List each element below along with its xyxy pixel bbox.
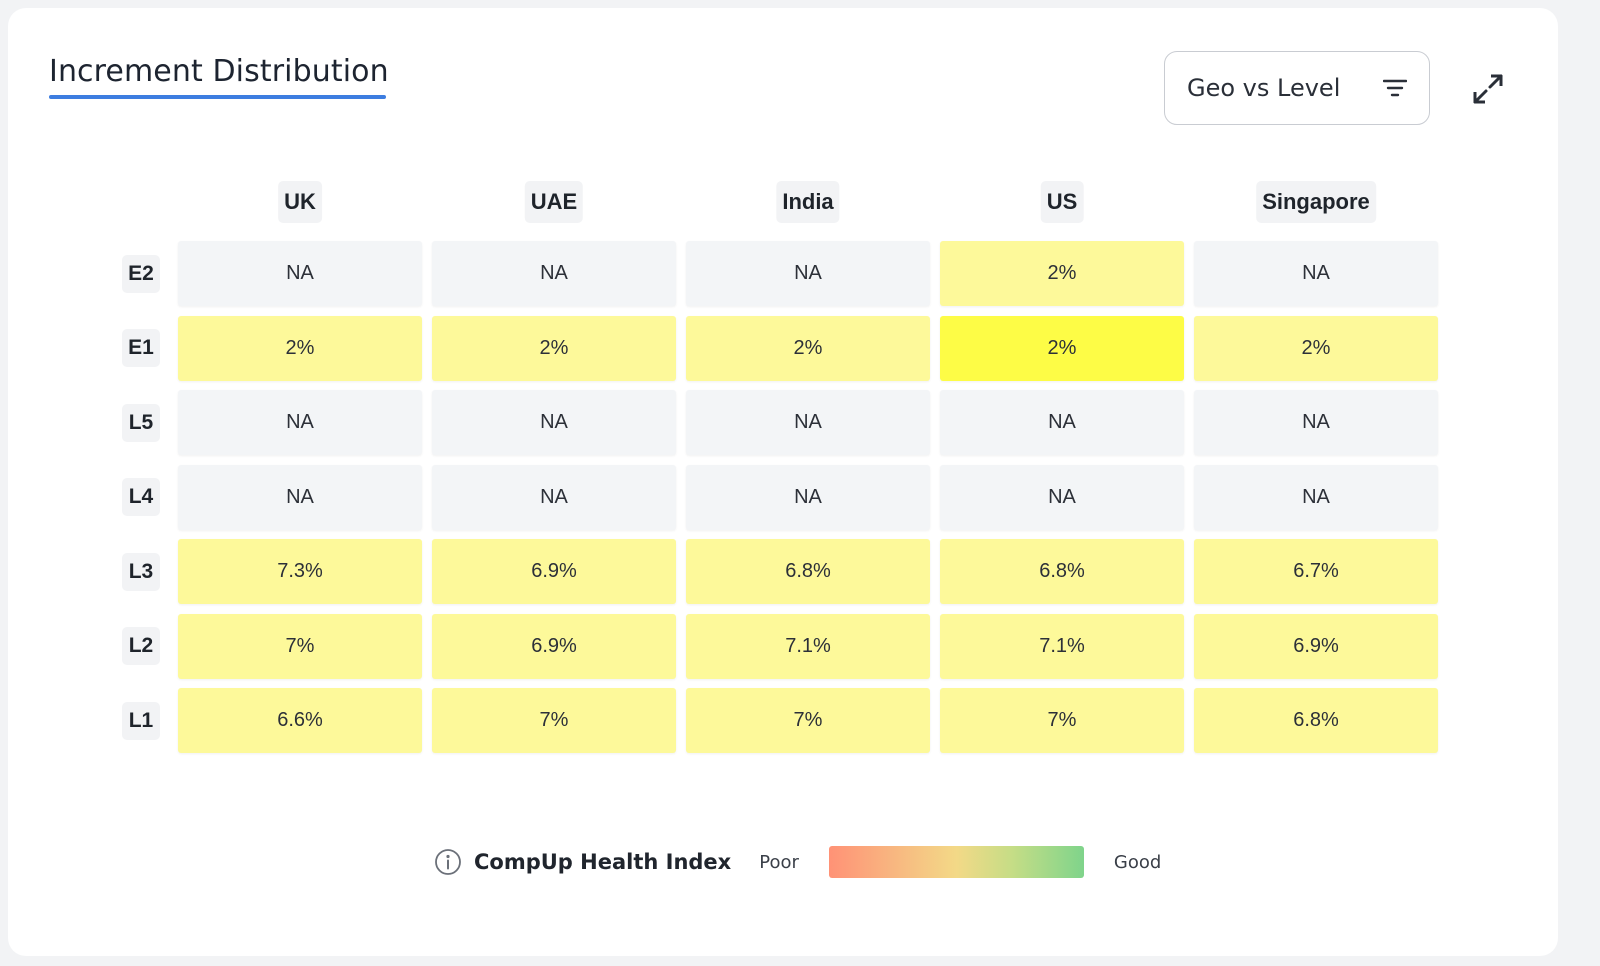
heatmap-cell[interactable]: NA <box>432 464 676 530</box>
row-header: E1 <box>122 329 160 367</box>
column-header: India <box>776 181 840 223</box>
row-header: E2 <box>122 254 160 293</box>
heatmap-cell[interactable]: 6.9% <box>432 613 676 679</box>
health-index-legend: CompUp Health Index Poor Good <box>434 846 1161 878</box>
legend-good-label: Good <box>1113 851 1162 873</box>
heatmap-cell[interactable]: 6.8% <box>940 539 1184 604</box>
row-header: L1 <box>122 701 160 740</box>
heatmap-cell[interactable]: NA <box>686 464 930 530</box>
heatmap-cell[interactable]: 2% <box>178 315 422 381</box>
heatmap-cell[interactable]: NA <box>1194 390 1438 455</box>
increment-distribution-card: Increment Distribution Geo vs Level UK UA… <box>8 8 1558 956</box>
column-header: UAE <box>524 181 584 223</box>
heatmap-cell[interactable]: 6.6% <box>178 688 422 753</box>
expand-arrows-icon[interactable] <box>1471 72 1505 106</box>
heatmap-cell[interactable]: 7% <box>178 613 422 679</box>
heatmap-cell[interactable]: 7% <box>686 688 930 753</box>
heatmap-cell[interactable]: 7.1% <box>940 613 1184 679</box>
heatmap-cell[interactable]: 7% <box>940 688 1184 753</box>
heatmap-cell[interactable]: 7% <box>432 688 676 753</box>
heatmap-cell[interactable]: 2% <box>1194 315 1438 381</box>
heatmap-cell[interactable]: 6.9% <box>1194 613 1438 679</box>
heatmap-cell[interactable]: NA <box>940 390 1184 455</box>
heatmap-cell[interactable]: 7.1% <box>686 613 930 679</box>
heatmap-cell[interactable]: NA <box>178 464 422 530</box>
heatmap-cell[interactable]: NA <box>1194 464 1438 530</box>
heatmap-cell[interactable]: 7.3% <box>178 539 422 604</box>
column-header: US <box>1040 181 1084 223</box>
heatmap-cell[interactable]: 6.8% <box>686 539 930 604</box>
heatmap-cell[interactable]: NA <box>178 390 422 455</box>
heatmap-cell[interactable]: NA <box>178 241 422 306</box>
heatmap-cell[interactable]: 6.8% <box>1194 688 1438 753</box>
heatmap-cell[interactable]: 2% <box>432 315 676 381</box>
info-circle-icon[interactable] <box>434 848 462 876</box>
heatmap-cell[interactable]: NA <box>940 464 1184 530</box>
heatmap-cell[interactable]: NA <box>686 241 930 306</box>
heatmap-cell[interactable]: NA <box>1194 241 1438 306</box>
heatmap-grid: UK UAE India US Singapore E2 NA NA NA 2% NA E1 2% 2% 2… <box>8 8 1558 808</box>
view-selector-label: Geo vs Level <box>1187 74 1341 102</box>
legend-title: CompUp Health Index <box>474 850 732 874</box>
heatmap-cell[interactable]: 2% <box>940 241 1184 306</box>
heatmap-cell[interactable]: NA <box>432 390 676 455</box>
heatmap-cell[interactable]: NA <box>432 241 676 306</box>
heatmap-cell[interactable]: 2% <box>686 315 930 381</box>
row-header: L5 <box>122 403 160 442</box>
filter-lines-icon <box>1383 77 1407 99</box>
legend-gradient-bar <box>828 846 1084 878</box>
heatmap-cell[interactable]: 2% <box>940 315 1184 381</box>
heatmap-cell[interactable]: 6.7% <box>1194 539 1438 604</box>
row-header: L2 <box>122 627 160 665</box>
row-header: L4 <box>122 478 160 516</box>
card-title: Increment Distribution <box>49 54 389 89</box>
heatmap-cell[interactable]: 6.9% <box>432 539 676 604</box>
column-header: Singapore <box>1256 181 1376 223</box>
heatmap-cell[interactable]: NA <box>686 390 930 455</box>
view-selector-button[interactable]: Geo vs Level <box>1164 51 1430 125</box>
row-header: L3 <box>122 552 160 591</box>
column-header: UK <box>278 181 322 223</box>
title-underline <box>49 95 386 99</box>
legend-poor-label: Poor <box>759 851 799 873</box>
